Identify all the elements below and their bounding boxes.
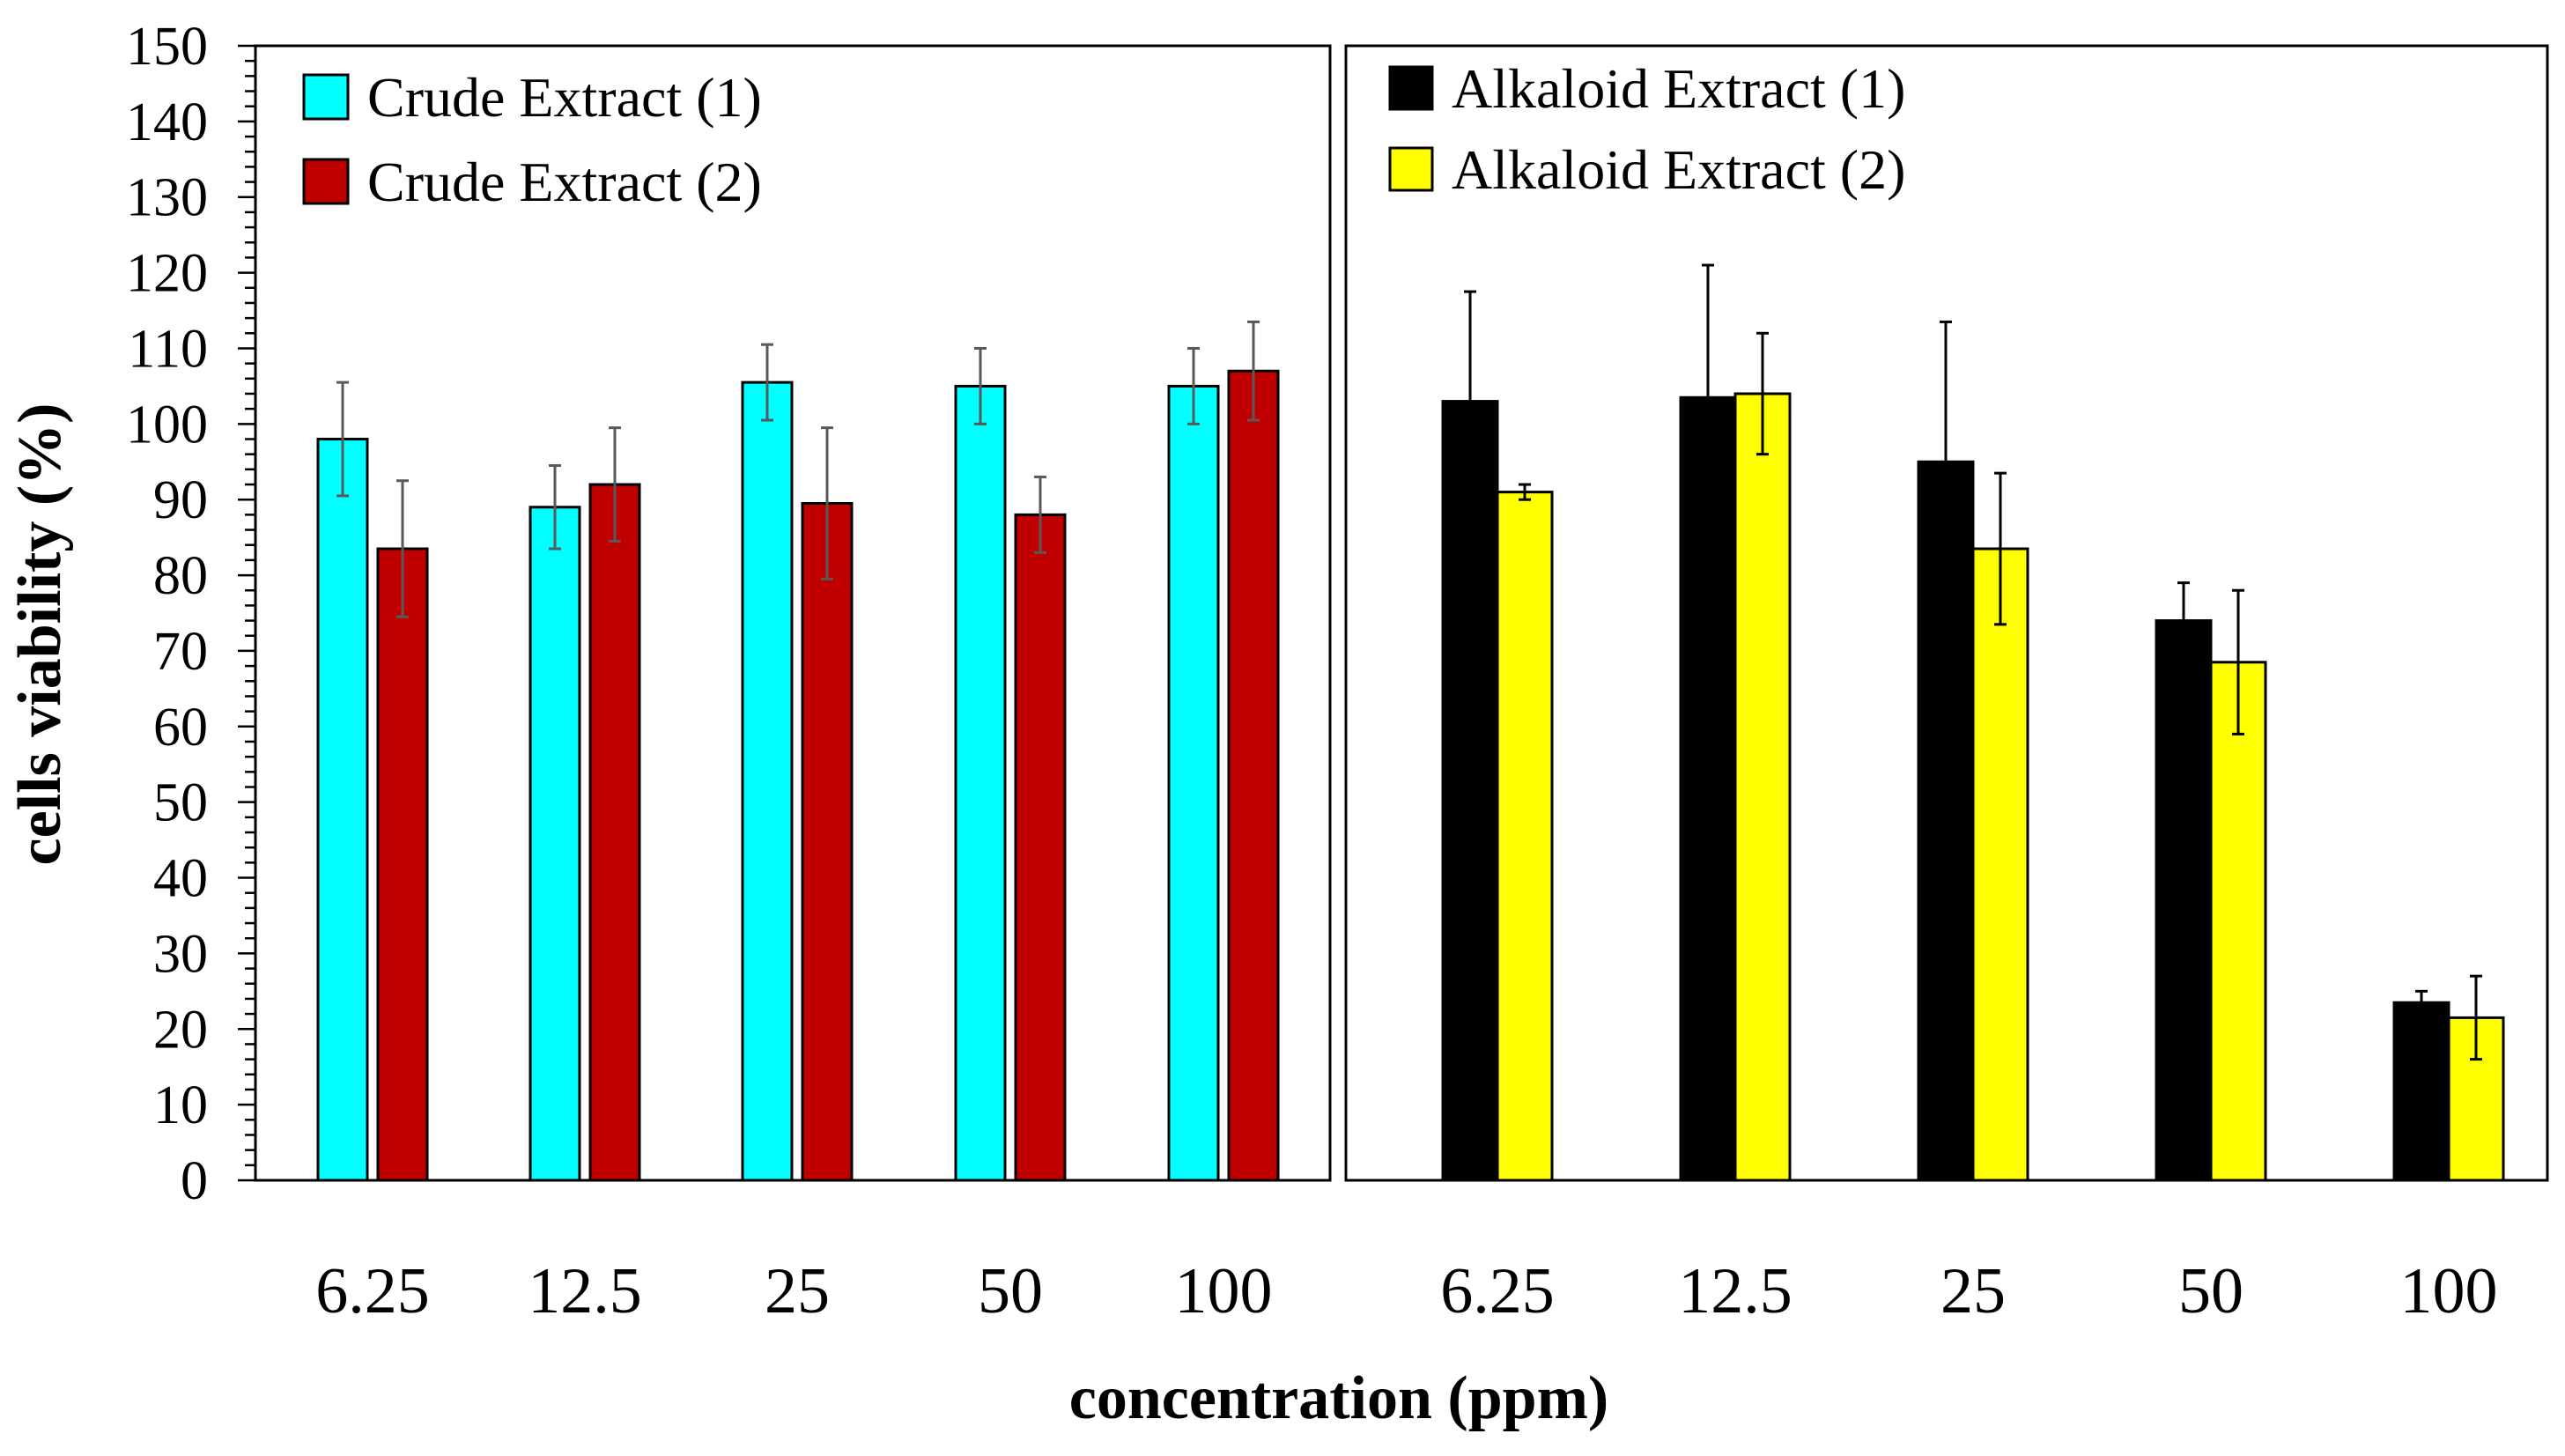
y-tick-label: 90 [153,470,208,530]
x-tick-label: 25 [765,1255,830,1327]
bar-crude-extract-1-50 [954,384,1007,1182]
bar-alkaloid-extract-2-100 [2447,1016,2505,1182]
y-tick-label: 40 [153,849,208,909]
x-tick-label: 100 [2400,1255,2498,1327]
bar-alkaloid-extract-1-100 [2392,1001,2450,1182]
y-tick-label: 100 [126,395,208,455]
bar-crude-extract-2-6_25 [376,547,429,1182]
y-tick-label: 130 [126,168,208,228]
legend-label: Alkaloid Extract (1) [1452,57,1905,120]
y-axis-title: cells viability (%) [6,403,74,866]
y-tick-label: 150 [126,17,208,77]
bar-alkaloid-extract-2-50 [2209,661,2267,1182]
y-tick-label: 60 [153,698,208,758]
x-tick-label: 6.25 [1440,1255,1555,1327]
bar-crude-extract-2-50 [1014,513,1067,1182]
y-tick-label: 120 [126,244,208,304]
y-tick-label: 30 [153,924,208,984]
bar-crude-extract-1-12_5 [529,506,581,1182]
bar-crude-extract-1-6_25 [316,438,369,1182]
bar-crude-extract-2-12_5 [588,483,641,1182]
x-tick-label: 12.5 [1678,1255,1793,1327]
bar-alkaloid-extract-2-12_5 [1733,392,1792,1182]
bar-alkaloid-extract-1-6_25 [1441,400,1499,1182]
legend-label: Crude Extract (2) [367,151,762,213]
bar-crude-extract-2-25 [801,501,854,1182]
x-tick-label: 25 [1940,1255,2006,1327]
y-axis: 0 10 20 30 40 50 60 70 80 90 100 110 120 130 140 150 [126,17,257,1211]
legend-swatch [302,158,350,205]
legend-swatch [302,73,350,121]
bar-alkaloid-extract-1-50 [2155,619,2213,1182]
bar-crude-extract-2-100 [1227,369,1280,1182]
legend-label: Alkaloid Extract (2) [1452,138,1905,201]
panel-alkaloid-extract: 6.25 12.5 25 50 100 Alkaloid Extract (1) Alkal… [1344,44,2549,1327]
x-tick-label: 6.25 [315,1255,430,1327]
x-tick-label: 100 [1175,1255,1273,1327]
bar-alkaloid-extract-2-25 [1971,547,2029,1182]
y-tick-label: 80 [153,546,208,606]
legend-label: Crude Extract (1) [367,66,762,129]
x-axis-title: concentration (ppm) [1069,1364,1608,1432]
bar-crude-extract-1-100 [1167,384,1220,1182]
y-tick-label: 0 [181,1151,208,1211]
y-tick-label: 10 [153,1075,208,1135]
panel-crude-extract: 6.25 12.5 25 50 100 Crude Extract (1) Crude Ex… [254,44,1332,1327]
y-tick-label: 50 [153,773,208,833]
y-tick-label: 70 [153,622,208,682]
y-tick-label: 20 [153,1000,208,1060]
x-tick-label: 12.5 [528,1255,642,1327]
x-tick-label: 50 [2178,1255,2243,1327]
y-tick-label: 110 [128,319,208,379]
y-tick-label: 140 [126,92,208,152]
legend-swatch [1388,65,1434,111]
bar-crude-extract-1-25 [741,381,794,1182]
x-tick-label: 50 [978,1255,1043,1327]
legend-swatch [1388,146,1434,192]
bar-alkaloid-extract-2-6_25 [1496,491,1554,1182]
